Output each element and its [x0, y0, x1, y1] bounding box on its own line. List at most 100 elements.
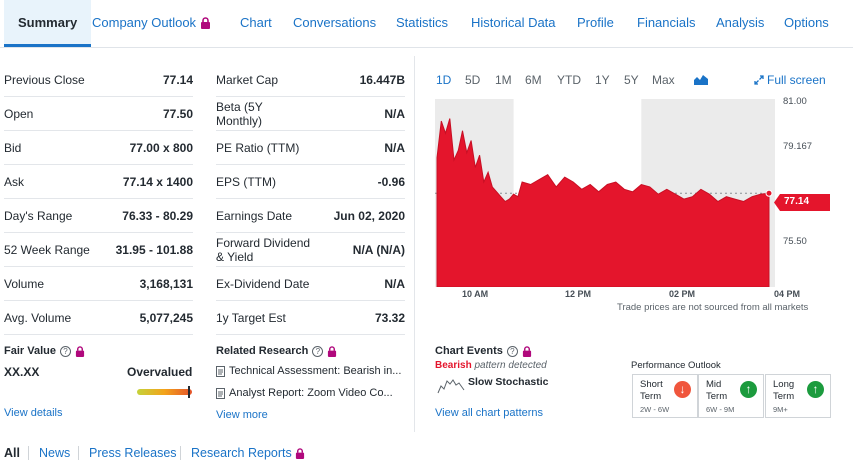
row-label: Day's Range: [4, 209, 73, 223]
row-value: 77.50: [162, 107, 193, 121]
document-icon: [216, 387, 225, 399]
expand-icon: [754, 75, 764, 85]
long-term-outlook[interactable]: Long Term 9M+ ↑: [765, 374, 831, 418]
row-label: Market Cap: [216, 73, 279, 87]
related-research-title: Related Research ?: [216, 345, 337, 357]
table-row: Open 77.50: [4, 97, 193, 131]
row-label: Forward Dividend & Yield: [216, 236, 311, 264]
divider: [78, 446, 79, 460]
research-item-label: Technical Assessment: Bearish in...: [229, 365, 402, 377]
range-5d[interactable]: 5D: [465, 73, 481, 87]
mountain-chart-icon[interactable]: [694, 74, 708, 85]
term-label: Mid Term: [706, 379, 728, 402]
row-value: 77.00 x 800: [129, 141, 193, 155]
y-tick: 81.00: [783, 96, 807, 107]
view-details-link[interactable]: View details: [4, 407, 63, 419]
help-icon[interactable]: ?: [59, 345, 71, 357]
tab-research-reports-label: Research Reports: [191, 446, 292, 460]
range-1y[interactable]: 1Y: [595, 73, 610, 87]
table-row: PE Ratio (TTM) N/A: [216, 131, 405, 165]
view-all-patterns-link[interactable]: View all chart patterns: [435, 407, 544, 419]
table-row: Bid 77.00 x 800: [4, 131, 193, 165]
divider: [180, 446, 181, 460]
range-1m[interactable]: 1M: [495, 73, 512, 87]
lock-icon: [200, 17, 210, 29]
tab-research-reports[interactable]: Research Reports: [191, 446, 305, 460]
arrow-up-icon: ↑: [740, 381, 757, 398]
signal-text: pattern detected: [474, 360, 547, 371]
pattern-name[interactable]: Slow Stochastic: [468, 376, 549, 388]
row-value: N/A (N/A): [352, 243, 405, 257]
pattern-sparkline-icon: [437, 379, 465, 394]
lock-icon: [75, 345, 85, 357]
x-tick: 10 AM: [462, 289, 489, 299]
tab-summary[interactable]: Summary: [4, 0, 92, 47]
table-row: Ask 77.14 x 1400: [4, 165, 193, 199]
tab-statistics[interactable]: Statistics: [396, 15, 449, 30]
pattern-signal: Bearish pattern detected: [435, 360, 547, 371]
tab-all[interactable]: All: [4, 446, 20, 460]
lock-icon: [296, 448, 305, 459]
range-5y[interactable]: 5Y: [624, 73, 639, 87]
chart-disclaimer: Trade prices are not sourced from all ma…: [617, 302, 809, 313]
table-row: Day's Range 76.33 - 80.29: [4, 199, 193, 233]
fair-value-price: XX.XX: [4, 365, 40, 379]
row-value: N/A: [384, 277, 405, 291]
range-ytd[interactable]: YTD: [557, 73, 581, 87]
document-icon: [216, 365, 225, 377]
row-label: Earnings Date: [216, 209, 293, 223]
row-value: 73.32: [374, 311, 405, 325]
current-price-tag: 77.14: [774, 194, 830, 211]
table-row: Forward Dividend & Yield N/A (N/A): [216, 233, 405, 267]
term-label: Long Term: [773, 379, 795, 402]
term-range: 2W - 6W: [640, 405, 670, 414]
tab-chart[interactable]: Chart: [240, 15, 272, 30]
range-6m[interactable]: 6M: [525, 73, 542, 87]
range-1d[interactable]: 1D: [436, 73, 452, 87]
tab-analysis[interactable]: Analysis: [716, 15, 765, 30]
divider: [28, 446, 29, 460]
performance-outlook-title: Performance Outlook: [631, 360, 721, 371]
tab-options[interactable]: Options: [784, 15, 829, 30]
price-chart[interactable]: [435, 99, 775, 287]
range-max[interactable]: Max: [652, 73, 675, 87]
table-row: Avg. Volume 5,077,245: [4, 301, 193, 335]
view-more-link[interactable]: View more: [216, 409, 268, 421]
row-label: EPS (TTM): [216, 175, 276, 189]
tab-news[interactable]: News: [39, 446, 71, 460]
y-tick: 79.167: [783, 141, 813, 152]
arrow-up-icon: ↑: [807, 381, 824, 398]
last-price-dot: [765, 189, 773, 197]
research-item[interactable]: Analyst Report: Zoom Video Co...: [216, 387, 393, 399]
full-screen-button[interactable]: Full screen: [754, 73, 826, 87]
tab-historical-data[interactable]: Historical Data: [471, 15, 556, 30]
row-label: Volume: [4, 277, 45, 291]
row-value: 76.33 - 80.29: [122, 209, 193, 223]
gauge-marker: [188, 386, 190, 398]
short-term-outlook[interactable]: Short Term 2W - 6W ↓: [632, 374, 698, 418]
mid-term-outlook[interactable]: Mid Term 6W - 9M ↑: [698, 374, 764, 418]
fair-value-title: Fair Value ?: [4, 345, 85, 357]
tab-profile[interactable]: Profile: [577, 15, 614, 30]
research-item[interactable]: Technical Assessment: Bearish in...: [216, 365, 401, 377]
tab-conversations[interactable]: Conversations: [293, 15, 377, 30]
x-tick: 12 PM: [565, 289, 592, 299]
row-value: N/A: [384, 141, 405, 155]
table-row: Ex-Dividend Date N/A: [216, 267, 405, 301]
quote-nav-tabs: Summary Company Outlook Chart Conversati…: [0, 0, 853, 48]
tab-company-outlook[interactable]: Company Outlook: [92, 0, 211, 47]
related-research-title-text: Related Research: [216, 345, 309, 357]
column-divider: [414, 56, 415, 432]
help-icon[interactable]: ?: [506, 345, 518, 357]
tab-press-releases[interactable]: Press Releases: [89, 446, 177, 460]
table-row: 52 Week Range 31.95 - 101.88: [4, 233, 193, 267]
table-row: EPS (TTM) -0.96: [216, 165, 405, 199]
price-area: [436, 118, 770, 287]
row-label: Ex-Dividend Date: [216, 277, 310, 291]
row-label: Beta (5Y Monthly): [216, 100, 263, 128]
news-filter-tabs: All News Press Releases Research Reports: [0, 440, 853, 470]
term-range: 6W - 9M: [706, 405, 735, 414]
help-icon[interactable]: ?: [312, 345, 324, 357]
tab-financials[interactable]: Financials: [637, 15, 696, 30]
signal-type: Bearish: [435, 360, 472, 371]
